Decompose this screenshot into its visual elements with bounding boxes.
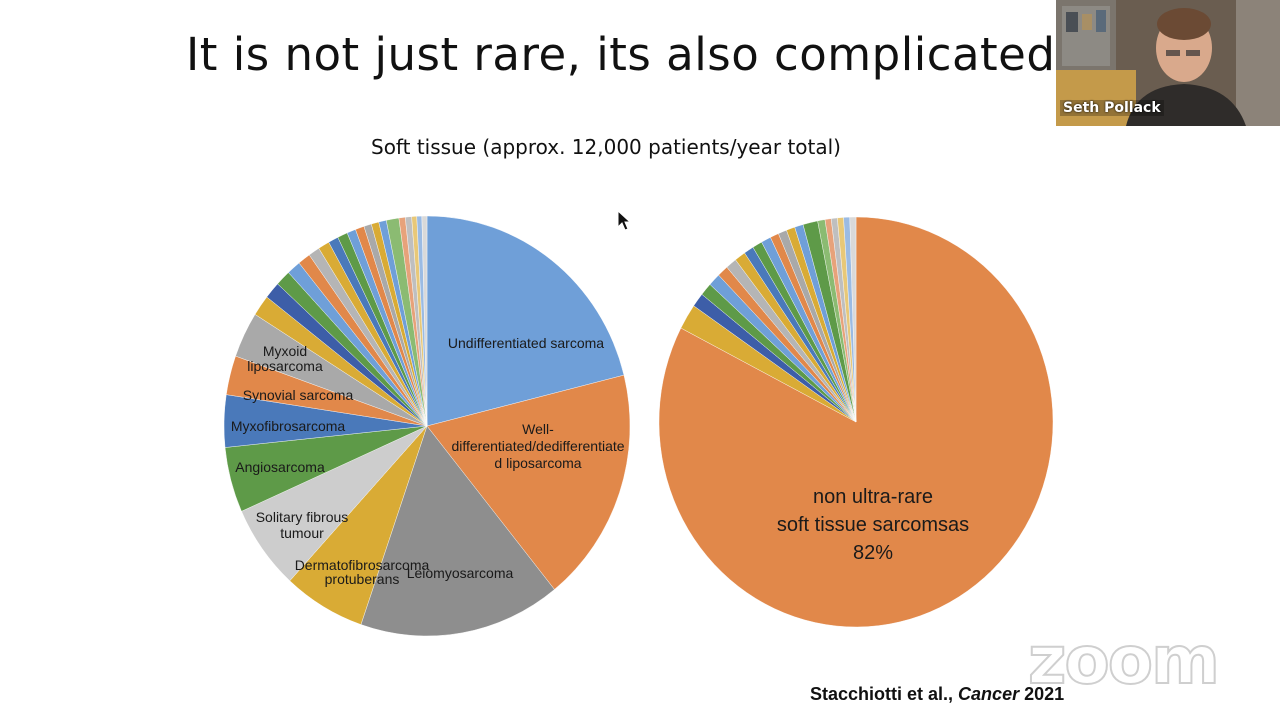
slice-label-undifferentiated-sarcoma: Undifferentiated sarcoma (448, 335, 604, 351)
pie-slice-minor-21 (849, 216, 857, 423)
slice-label-solitary-fibrous-tumour: Solitary fibrous tumour (256, 509, 349, 541)
mouse-cursor-icon (617, 210, 631, 231)
speaker-video-tile[interactable] (1056, 0, 1280, 126)
speaker-name-label: Seth Pollack (1060, 100, 1164, 116)
chart-subtitle: Soft tissue (approx. 12,000 patients/yea… (371, 135, 841, 159)
pie-slice-non-ultra-rare-soft-tissue-sarcomsas-82 (658, 216, 1054, 628)
citation-authors: Stacchiotti et al., (810, 684, 959, 704)
pie-slice-leiomyosarcoma (360, 425, 555, 637)
pie-right-labels: non ultra-rare soft tissue sarcomsas 82% (777, 486, 969, 564)
slice-label-non-ultra-rare-soft-tissue-sarcomsas-82: non ultra-rare soft tissue sarcomsas 82% (777, 486, 969, 564)
slice-label-well-differentiated-dedifferentiated-liposarcoma: Well-differentiated/dedifferentiate d lip… (451, 421, 624, 471)
citation-year: 2021 (1019, 684, 1065, 704)
slice-label-dermatofibrosarcoma-protuberans: Dermatofibrosarcoma protuberans (295, 557, 430, 587)
slice-label-leiomyosarcoma: Leiomyosarcoma (407, 565, 514, 581)
slide-title: It is not just rare, its also complicate… (186, 28, 1056, 81)
pie-right-slices (658, 216, 1054, 628)
pie-left-slices (223, 215, 631, 637)
pie-slice-minor-28 (421, 215, 428, 427)
slice-label-myxofibrosarcoma: Myxofibrosarcoma (231, 418, 346, 434)
citation: Stacchiotti et al., Cancer 2021 (810, 684, 1064, 705)
speaker-video-frame (1056, 0, 1280, 126)
slice-label-angiosarcoma: Angiosarcoma (235, 459, 325, 475)
zoom-watermark-logo: zoom (1027, 622, 1221, 699)
slice-label-myxoid-liposarcoma: Myxoid liposarcoma (247, 343, 323, 374)
citation-journal: Cancer (958, 684, 1020, 704)
pie-slice-well-differentiated-dedifferentiated-liposarcoma (426, 374, 631, 590)
pie-slice-undifferentiated-sarcoma (426, 215, 625, 427)
slice-label-synovial-sarcoma: Synovial sarcoma (243, 387, 354, 403)
pie-chart-soft-tissue-subtypes: Undifferentiated sarcoma Well-differentia… (223, 215, 631, 637)
pie-left-labels: Undifferentiated sarcoma Well-differentia… (231, 335, 625, 587)
pie-chart-non-ultra-rare: non ultra-rare soft tissue sarcomsas 82% (658, 216, 1054, 628)
